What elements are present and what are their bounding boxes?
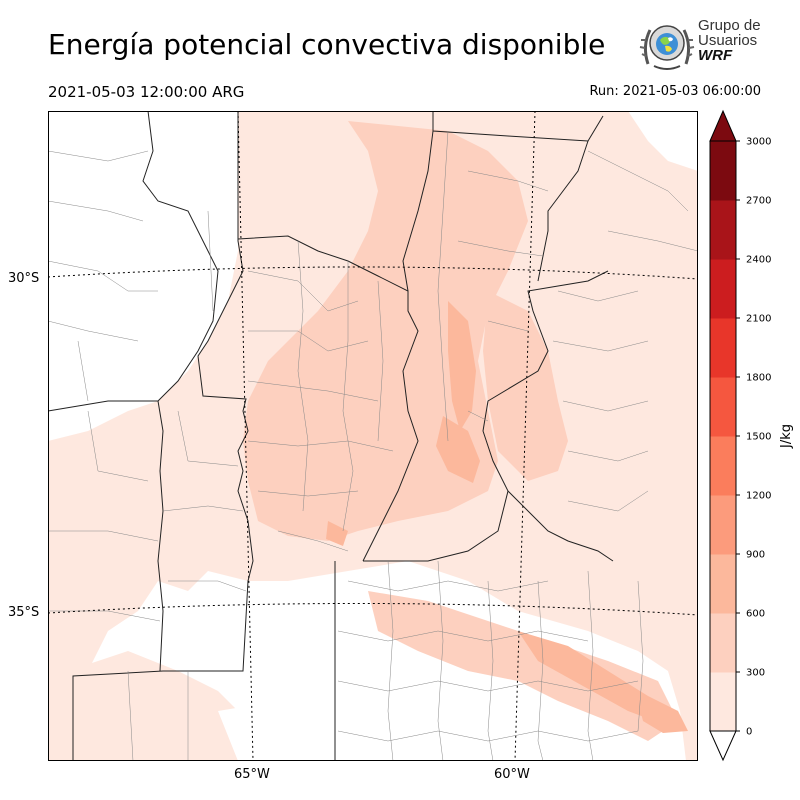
colorbar-tick-label: 0 — [746, 727, 752, 738]
wrf-logo: Grupo de Usuarios WRF — [638, 16, 768, 76]
department-boundaries — [48, 130, 698, 761]
cape-region-0-300-southwest — [48, 651, 278, 761]
logo-line-2: Usuarios — [698, 32, 758, 49]
cape-map — [48, 111, 698, 761]
colorbar-swatch — [710, 554, 736, 614]
cape-gap-south — [218, 701, 348, 761]
colorbar-swatch — [710, 377, 736, 437]
colorbar-swatch — [710, 672, 736, 732]
cape-region-600-900-north — [448, 301, 476, 431]
colorbar-tick-label: 900 — [746, 550, 765, 561]
colorbar-tick-label: 2100 — [746, 314, 771, 325]
cape-gap-northeast — [628, 111, 698, 171]
colorbar-extend-max — [709, 109, 737, 142]
colorbar-swatch — [710, 259, 736, 319]
cape-region-600-900-west — [326, 521, 348, 546]
colorbar-swatch — [710, 495, 736, 555]
colorbar-swatch — [710, 200, 736, 260]
cape-region-600-900-southeast — [518, 631, 678, 726]
colorbar-tick-label: 1200 — [746, 491, 771, 502]
colorbar-swatch — [710, 436, 736, 496]
lat-label-30s: 30°S — [8, 271, 40, 286]
logo-line-1: Grupo de — [698, 17, 761, 34]
valid-time: 2021-05-03 12:00:00 ARG — [48, 83, 245, 101]
cape-region-300-600-south — [368, 591, 678, 741]
lon-label-60w: 60°W — [494, 767, 530, 782]
colorbar-unit-label: J/kg — [779, 424, 794, 449]
logo-line-3: WRF — [698, 47, 733, 64]
colorbar-tick-label: 300 — [746, 668, 765, 679]
cape-region-300-600-east — [483, 291, 568, 481]
map-frame — [48, 111, 698, 761]
colorbar-tick-label: 1800 — [746, 373, 771, 384]
lat-label-35s: 35°S — [8, 605, 40, 620]
colorbar-ticks: 0 300 600 900 1200 1500 1800 2100 2400 2700 3000 — [736, 137, 771, 738]
graticule — [48, 111, 698, 761]
map-title: Energía potencial convectiva disponible — [48, 28, 606, 61]
colorbar-swatch — [710, 141, 736, 201]
colorbar-tick-label: 3000 — [746, 137, 771, 148]
lon-label-65w: 65°W — [234, 767, 270, 782]
colorbar-tick-label: 2400 — [746, 255, 771, 266]
colorbar: 0 300 600 900 1200 1500 1800 2100 2400 2700 3000 J… — [709, 109, 794, 762]
colorbar-extend-min — [709, 730, 737, 762]
colorbar-tick-label: 600 — [746, 609, 765, 620]
boundaries — [48, 111, 614, 761]
cape-region-600-900-central — [436, 416, 480, 483]
run-time: Run: 2021-05-03 06:00:00 — [589, 84, 761, 99]
cape-region-600-900-coast — [638, 701, 688, 733]
colorbar-tick-label: 1500 — [746, 432, 771, 443]
colorbar-swatch — [710, 613, 736, 673]
colorbar-tick-label: 2700 — [746, 196, 771, 207]
colorbar-swatches — [710, 141, 736, 732]
globe-emblem-icon — [639, 25, 695, 70]
logo-text: Grupo de Usuarios WRF — [698, 18, 761, 63]
colorbar-swatch — [710, 318, 736, 378]
